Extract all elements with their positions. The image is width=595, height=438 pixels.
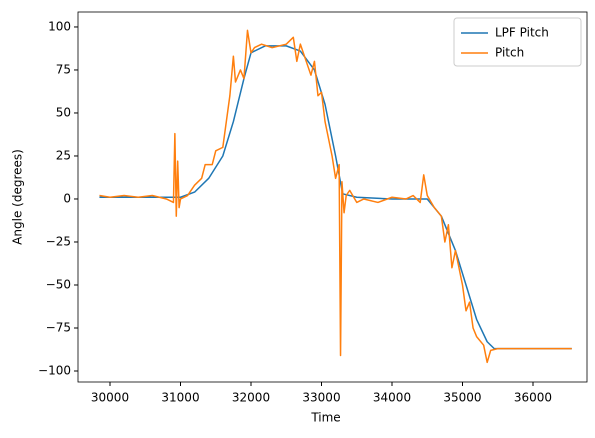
y-tick-label: −50 (46, 277, 71, 291)
x-tick-label: 36000 (514, 391, 552, 405)
x-axis-label: Time (310, 411, 340, 425)
plot-frame (77, 11, 588, 383)
legend-box (453, 17, 582, 67)
series-line (99, 29, 572, 364)
y-tick-label: −100 (38, 363, 71, 377)
y-tick-label: 100 (48, 19, 71, 33)
y-tick-label: 75 (56, 62, 71, 76)
series-line (99, 45, 572, 350)
y-tick-label: −75 (46, 320, 71, 334)
y-tick-label: −25 (46, 234, 71, 248)
legend-label: LPF Pitch (495, 26, 549, 40)
legend-label: Pitch (495, 46, 524, 60)
x-tick-label: 33000 (302, 391, 340, 405)
y-tick-label: 50 (56, 105, 71, 119)
x-tick-label: 30000 (91, 391, 129, 405)
x-tick-label: 34000 (373, 391, 411, 405)
x-tick-label: 35000 (443, 391, 481, 405)
y-tick-label: 0 (63, 191, 71, 205)
x-tick-label: 31000 (161, 391, 199, 405)
y-tick-label: 25 (56, 148, 71, 162)
y-axis-label: Angle (degrees) (11, 149, 25, 245)
x-tick-label: 32000 (232, 391, 270, 405)
